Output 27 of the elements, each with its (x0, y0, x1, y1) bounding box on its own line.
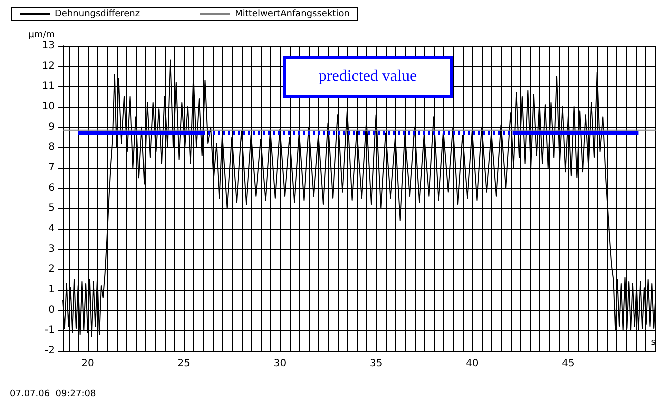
y-tick-label: 13 (42, 40, 55, 52)
x-tick-label: 35 (370, 358, 383, 370)
y-tick-label: 3 (48, 244, 55, 255)
y-tick-label: -1 (45, 325, 55, 336)
x-tick-label: 45 (562, 358, 575, 370)
legend-label: Dehnungsdifferenz (55, 10, 140, 20)
y-tick-label: -2 (45, 346, 55, 356)
y-axis-title: µm/m (28, 30, 55, 40)
y-tick-label: 2 (48, 264, 55, 276)
y-tick-label: 7 (48, 162, 55, 174)
y-tick-label: 9 (48, 122, 55, 133)
x-tick-label: 40 (466, 358, 479, 370)
y-tick-label: 12 (42, 60, 55, 72)
y-tick-label: 1 (48, 284, 55, 296)
y-tick-label: 6 (48, 182, 55, 194)
x-tick-label: 20 (82, 358, 94, 370)
y-tick-label: 4 (48, 224, 55, 234)
legend-label: MittelwertAnfangssektion (235, 10, 350, 20)
y-tick-label: 8 (48, 142, 55, 154)
text: 07.07.06 09:27:08 (10, 390, 96, 400)
y-tick-label: 0 (48, 304, 55, 316)
x-tick-label: 25 (178, 358, 190, 370)
y-tick-label: 11 (42, 81, 55, 92)
annotation: predicted value (318, 68, 418, 86)
y-tick-label: 10 (42, 102, 55, 112)
x-tick-label: 30 (274, 358, 287, 370)
y-tick-label: 5 (48, 203, 55, 214)
